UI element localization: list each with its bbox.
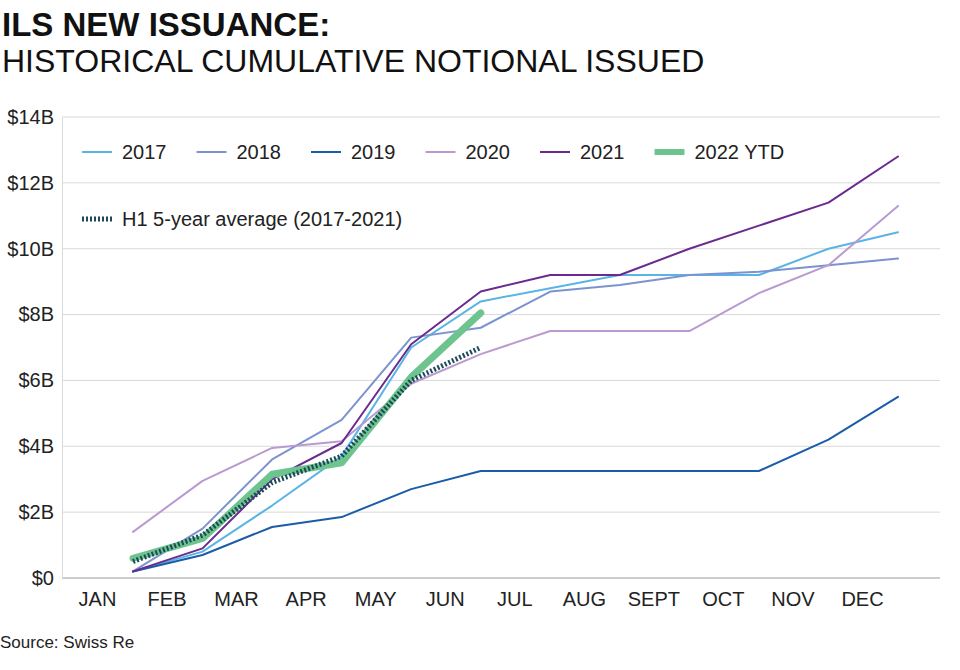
y-tick: $8B [18,303,62,325]
y-tick: $6B [18,369,62,391]
legend-swatch [540,151,570,153]
grid-line [62,512,940,513]
y-tick: $10B [7,238,62,260]
x-tick: FEB [148,578,187,610]
legend-swatch [82,151,112,153]
grid-line [62,117,940,118]
legend-item: H1 5-year average (2017-2021) [82,208,402,230]
grid-line [62,578,940,579]
legend-label: 2021 [580,141,625,163]
x-tick-label: JUL [497,588,533,610]
x-tick: MAR [214,578,258,610]
x-tick: MAY [355,578,397,610]
grid-line [62,248,940,249]
legend-label: 2022 YTD [695,141,785,163]
grid-line [62,380,940,381]
y-tick-label: $0 [32,567,54,589]
y-tick: $4B [18,435,62,457]
y-tick-label: $6B [18,369,54,391]
x-tick-label: DEC [841,588,883,610]
grid-line [62,182,940,183]
y-tick-label: $8B [18,303,54,325]
x-tick: JUL [497,578,533,610]
series-line [133,348,481,562]
legend-item: 2021 [540,141,625,163]
legend-label: 2017 [122,141,167,163]
x-tick-label: JUN [426,588,465,610]
legend: 2017 2018 2019 2020 2021 2022 YTD H1 5-year av… [82,141,784,230]
y-tick: $0 [32,567,62,589]
x-tick: OCT [702,578,744,610]
series-line [133,259,898,572]
y-tick: $2B [18,501,62,523]
x-tick-label: OCT [702,588,744,610]
chart-subtitle: HISTORICAL CUMULATIVE NOTIONAL ISSUED [2,43,704,79]
grid-line [62,314,940,315]
x-tick: JUN [426,578,465,610]
legend-swatch [197,151,227,153]
legend-label: 2019 [351,141,396,163]
x-tick: JAN [79,578,117,610]
y-tick-label: $2B [18,501,54,523]
chart-title: ILS NEW ISSUANCE: [2,6,330,43]
legend-swatch [311,151,341,153]
legend-item: 2022 YTD [655,141,785,163]
y-tick-label: $14B [7,106,54,128]
x-tick-label: AUG [563,588,606,610]
source-note: Source: Swiss Re [0,633,134,652]
y-tick-label: $4B [18,435,54,457]
legend-item: 2018 [197,141,282,163]
grid-line [62,446,940,447]
chart-svg: ILS NEW ISSUANCE:HISTORICAL CUMULATIVE N… [0,0,960,670]
x-tick: NOV [771,578,815,610]
x-tick: SEPT [628,578,680,610]
series-line [133,313,481,558]
legend-swatch [82,217,112,222]
y-tick: $12B [7,172,62,194]
x-tick-label: SEPT [628,588,680,610]
legend-label: 2020 [466,141,511,163]
legend-swatch [426,151,456,153]
series-line [133,397,898,572]
y-axis: $0 $2B $4B $6B $8B $10B $12B $14B [7,106,62,589]
x-tick-label: MAY [355,588,397,610]
grid [62,117,940,578]
y-tick-label: $10B [7,238,54,260]
x-tick-label: JAN [79,588,117,610]
legend-label: 2018 [237,141,282,163]
x-tick-label: APR [286,588,327,610]
legend-item: 2017 [82,141,167,163]
x-tick-label: FEB [148,588,187,610]
legend-item: 2019 [311,141,396,163]
y-tick: $14B [7,106,62,128]
y-tick-label: $12B [7,172,54,194]
chart-container: ILS NEW ISSUANCE:HISTORICAL CUMULATIVE N… [0,0,960,670]
x-tick: AUG [563,578,606,610]
x-tick-label: MAR [214,588,258,610]
x-tick-label: NOV [771,588,815,610]
legend-label: H1 5-year average (2017-2021) [122,208,402,230]
legend-swatch [655,149,685,155]
y-axis-line [62,118,63,579]
x-tick: DEC [841,578,883,610]
x-tick: APR [286,578,327,610]
series-line [133,206,898,532]
x-axis: JAN FEB MAR APR MAY JUN JUL AUG SEPT OCT NOV DEC [79,578,884,610]
legend-item: 2020 [426,141,511,163]
